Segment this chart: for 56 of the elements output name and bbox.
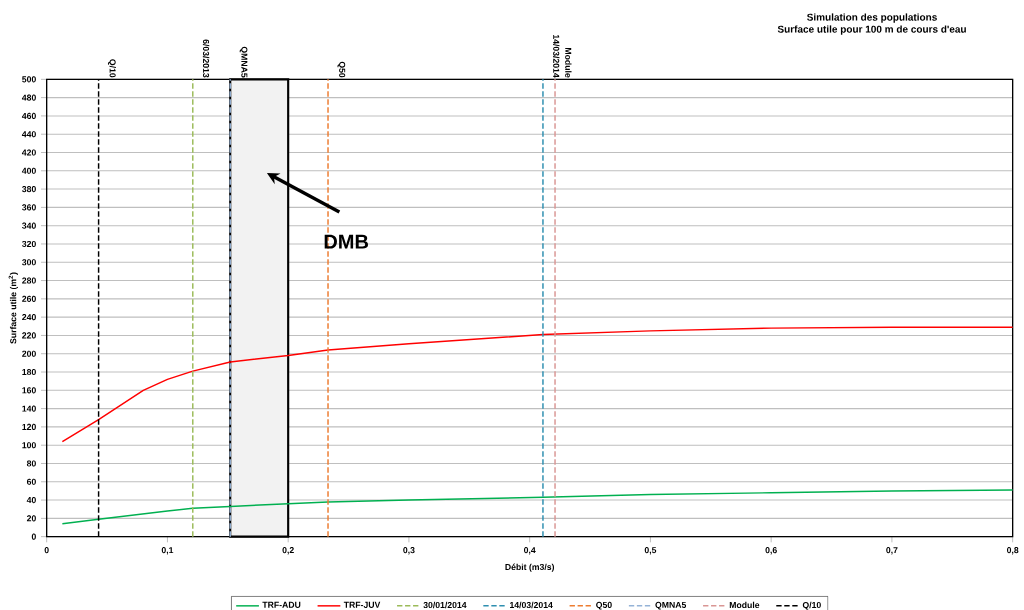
legend-label: 14/03/2014 <box>510 601 553 609</box>
y-tick-label: 480 <box>21 94 36 101</box>
y-tick-label: 360 <box>22 204 36 211</box>
y-tick-label: 260 <box>22 295 36 302</box>
y-tick-label: 500 <box>22 76 36 83</box>
y-tick-label: 40 <box>26 497 36 504</box>
y-axis-title: Surface utile (m$^{2}$) <box>8 272 18 344</box>
legend-label: TRF-JUV <box>343 601 381 608</box>
y-tick-label: 280 <box>22 277 36 284</box>
annotation: Q50 <box>337 61 346 78</box>
y-tick-label: 200 <box>22 350 36 357</box>
line-series <box>61 489 1014 525</box>
x-tick-label: 0,1 <box>161 547 174 555</box>
annotation: 6/03/2013 <box>202 39 210 78</box>
annotation: 14/03/2014 <box>553 34 560 78</box>
chart-subtitle: Surface utile pour 100 m de cours d'eau <box>777 25 966 35</box>
x-tick-label: 0,3 <box>403 547 415 555</box>
chart-title: Simulation des populations <box>807 13 937 23</box>
y-tick-label: 340 <box>22 222 36 229</box>
y-tick-label: 80 <box>26 460 36 467</box>
y-tick-label: 220 <box>22 332 36 339</box>
y-tick-label: 60 <box>26 478 36 485</box>
legend-label: QMNA5 <box>655 601 687 610</box>
annotation: Q/10 <box>107 59 116 78</box>
y-tick-label: 180 <box>22 368 36 376</box>
y-tick-label: 400 <box>21 167 36 174</box>
x-tick-label: 0,5 <box>644 547 657 555</box>
annotation: DMB <box>324 234 368 249</box>
legend-label: Module <box>729 601 760 609</box>
y-tick-label: 320 <box>22 240 36 248</box>
x-tick-label: 0,2 <box>282 547 294 555</box>
x-tick-label: 0,8 <box>1006 547 1019 555</box>
y-tick-label: 160 <box>22 387 36 394</box>
y-tick-label: 420 <box>21 149 36 156</box>
line-series <box>61 326 1014 443</box>
y-tick-label: 240 <box>22 314 36 321</box>
y-tick-label: 120 <box>22 423 36 430</box>
y-tick-label: 100 <box>22 442 36 449</box>
legend-label: Q/10 <box>802 601 821 610</box>
annotation: QMNA5 <box>239 46 248 78</box>
legend-label: Q50 <box>596 601 612 610</box>
y-tick-label: 0 <box>31 533 36 540</box>
x-tick-label: 0 <box>44 547 49 554</box>
legend-label: 30/01/2014 <box>423 601 467 609</box>
x-tick-label: 0,7 <box>886 547 898 555</box>
y-tick-label: 300 <box>22 259 36 266</box>
y-tick-label: 440 <box>21 131 36 138</box>
y-tick-label: 20 <box>26 515 36 522</box>
x-tick-label: 0,4 <box>523 547 536 555</box>
y-tick-label: 380 <box>22 186 36 193</box>
x-tick-label: 0,6 <box>765 547 777 555</box>
x-axis-title: Débit (m3/s) <box>505 563 555 572</box>
y-tick-label: 460 <box>21 112 36 119</box>
y-tick-label: 140 <box>22 405 36 412</box>
annotation: Module <box>565 47 572 78</box>
legend-label: TRF-ADU <box>262 601 301 608</box>
